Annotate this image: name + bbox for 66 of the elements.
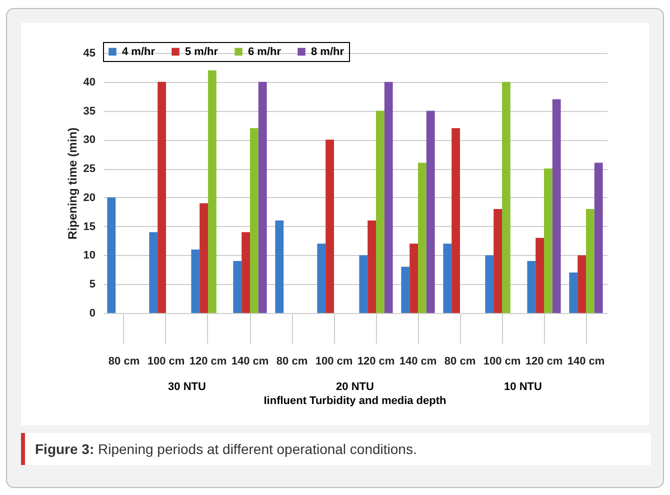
x-tick-label: 120 cm (525, 356, 563, 368)
bar (191, 249, 200, 313)
y-tick-label: 15 (83, 220, 96, 233)
bar (359, 255, 368, 313)
bar (384, 82, 393, 313)
legend-label: 4 m/hr (122, 46, 156, 58)
bar (569, 272, 578, 313)
bar (107, 197, 116, 313)
text: 30 NTU (167, 381, 207, 393)
bar (544, 168, 552, 313)
y-tick-label: 35 (83, 105, 96, 118)
legend-label: 8 m/hr (311, 46, 345, 58)
bar (426, 110, 435, 313)
bar (326, 140, 334, 313)
bar (200, 203, 208, 313)
bar (552, 99, 561, 313)
x-tick-label: 80 cm (276, 356, 308, 368)
y-tick-label: 25 (83, 163, 96, 176)
text: 20 NTU (335, 381, 375, 393)
x-tick-label: 100 cm (315, 356, 353, 368)
bar (485, 255, 494, 313)
y-tick-label: 30 (83, 134, 96, 146)
bar (376, 110, 384, 313)
bar (418, 162, 426, 313)
y-tick-label: 20 (83, 192, 96, 204)
bar (536, 238, 544, 313)
x-tick-label: 80 cm (108, 356, 140, 368)
x-tick-label: 120 cm (189, 356, 227, 368)
bar (242, 232, 250, 313)
bar (494, 209, 502, 313)
bar (317, 244, 326, 313)
caption: Figure 3: Ripening periods at different operational conditions. (21, 433, 651, 465)
y-tick-label: 40 (83, 76, 96, 88)
bar (578, 255, 586, 313)
y-tick-label: 0 (89, 308, 96, 320)
x-tick-label: 100 cm (483, 356, 521, 368)
bar (401, 266, 410, 313)
bar (410, 244, 418, 313)
x-tick-label: 120 cm (357, 356, 395, 368)
bar (443, 244, 452, 313)
y-tick-label: 10 (83, 250, 96, 262)
x-tick-label: 140 cm (399, 356, 437, 368)
bar (368, 220, 376, 313)
x-axis-title: Iinfluent Turbidity and media depth (262, 395, 448, 407)
x-tick-label: 100 cm (147, 356, 185, 368)
bar (594, 162, 603, 313)
y-tick-label: 5 (89, 278, 96, 291)
bar (502, 82, 510, 313)
bar (275, 220, 284, 313)
bar (452, 128, 460, 313)
bar (233, 261, 242, 313)
bar (149, 232, 158, 313)
bar (250, 128, 258, 313)
bar (586, 209, 594, 313)
bar (527, 261, 536, 313)
bar (258, 82, 267, 313)
x-tick-label: 140 cm (231, 356, 269, 368)
legend-label: 6 m/hr (248, 46, 282, 58)
x-tick-label: 80 cm (444, 356, 476, 368)
x-tick-label: 140 cm (567, 356, 605, 368)
text: 10 NTU (503, 381, 543, 393)
y-axis-title: Ripening time (min) (65, 128, 80, 240)
y-tick-label: 45 (83, 48, 96, 60)
bar (208, 70, 216, 313)
bar (158, 82, 166, 313)
legend-label: 5 m/hr (185, 46, 219, 58)
